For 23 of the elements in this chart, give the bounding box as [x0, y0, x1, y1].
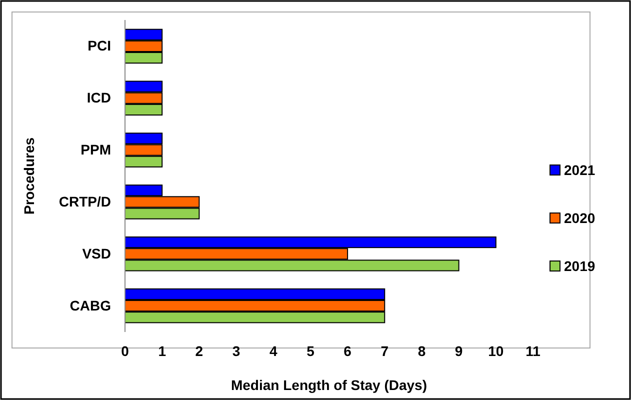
x-tick-label: 1 — [158, 342, 166, 359]
x-tick-label: 8 — [418, 342, 426, 359]
x-tick-label: 10 — [488, 342, 504, 359]
y-axis-title: Procedures — [21, 137, 37, 215]
x-tick-label: 5 — [306, 342, 315, 359]
x-tick-label: 9 — [454, 342, 463, 359]
y-tick-label: ICD — [86, 90, 111, 106]
legend-label: 2020 — [564, 210, 596, 226]
y-tick-label: CRTP/D — [58, 193, 111, 210]
y-tick-label: CABG — [70, 297, 112, 314]
x-axis-title: Median Length of Stay (Days) — [230, 377, 428, 393]
x-tick-label: 3 — [232, 342, 240, 359]
legend-label: 2021 — [564, 162, 596, 178]
legend-label: 2019 — [564, 258, 596, 274]
x-tick-label: 0 — [121, 342, 130, 359]
x-tick-label: 7 — [380, 342, 389, 359]
x-tick-label: 11 — [526, 342, 541, 359]
y-tick-label: PCI — [88, 38, 111, 54]
x-tick-label: 6 — [344, 342, 352, 359]
x-tick-label: 2 — [195, 342, 204, 359]
y-tick-label: VSD — [82, 245, 111, 262]
y-tick-label: PPM — [80, 142, 111, 158]
x-tick-label: 4 — [269, 342, 278, 359]
